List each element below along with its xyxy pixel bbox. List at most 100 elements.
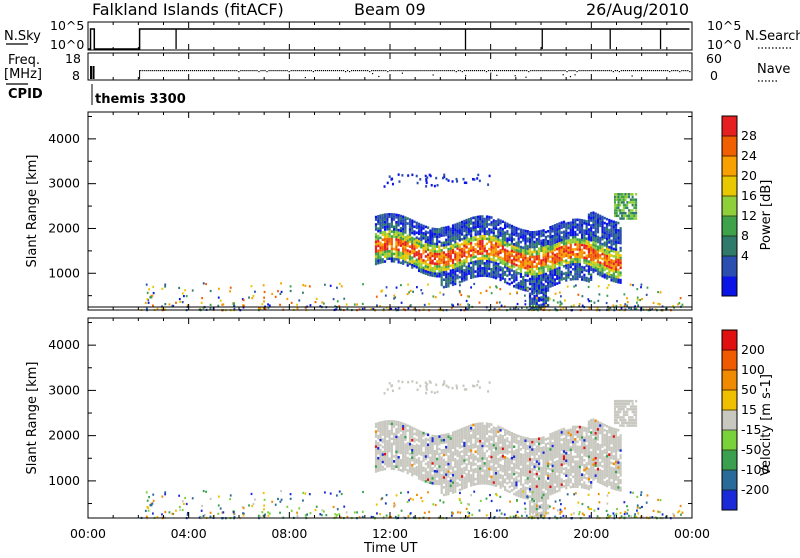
power-cell — [499, 227, 501, 230]
velocity-cell — [495, 482, 497, 485]
freq-point — [184, 70, 185, 71]
velocity-cell — [438, 453, 440, 456]
power-cell — [540, 267, 542, 270]
velocity-cell — [538, 470, 540, 473]
power-cell — [395, 233, 397, 236]
power-cell — [404, 236, 406, 239]
power-cell — [621, 193, 623, 196]
power-cell — [518, 235, 520, 238]
velocity-cell — [404, 463, 406, 466]
velocity-cell — [400, 422, 402, 425]
power-cell — [527, 237, 529, 240]
velocity-cell — [540, 469, 542, 472]
velocity-cell — [543, 466, 545, 469]
velocity-cell — [402, 462, 404, 465]
velocity-cell — [386, 440, 388, 443]
velocity-cell — [536, 495, 538, 498]
power-cell — [576, 233, 578, 236]
power-cell — [280, 282, 282, 284]
velocity-cell — [420, 466, 422, 469]
velocity-cell — [466, 458, 468, 461]
power-cell — [404, 219, 406, 222]
power-cell — [606, 255, 608, 258]
power-cell — [443, 229, 445, 232]
velocity-cell — [561, 453, 563, 456]
velocity-cell — [547, 492, 549, 495]
power-cell — [608, 241, 610, 244]
power-cell — [488, 272, 490, 275]
velocity-cell — [432, 462, 434, 465]
velocity-cell — [384, 468, 386, 471]
velocity-cell — [441, 439, 443, 442]
velocity-cell — [393, 440, 395, 443]
power-cell — [336, 287, 338, 289]
power-cell — [509, 268, 511, 271]
velocity-cell — [377, 425, 379, 428]
power-cell — [499, 249, 501, 252]
velocity-cell — [524, 437, 526, 440]
power-cell — [608, 266, 610, 269]
velocity-cell — [533, 473, 535, 476]
velocity-cell — [540, 472, 542, 475]
power-cell — [490, 270, 492, 273]
power-cell — [443, 286, 445, 289]
power-cell — [549, 233, 551, 236]
freq-point — [186, 70, 187, 71]
velocity-cell — [520, 483, 522, 486]
velocity-cell — [384, 463, 386, 466]
power-cell — [616, 193, 618, 196]
freq-point — [299, 70, 300, 71]
power-cell — [481, 218, 483, 221]
power-cell — [395, 214, 397, 217]
power-cell — [604, 269, 606, 272]
power-cell — [445, 241, 447, 244]
power-cell — [490, 251, 492, 254]
velocity-cell — [459, 444, 461, 447]
velocity-cell — [468, 428, 470, 431]
power-cell — [490, 221, 492, 224]
velocity-cell — [479, 467, 481, 470]
freq-point — [593, 70, 594, 71]
power-cell — [400, 257, 402, 260]
velocity-cell — [441, 479, 443, 482]
velocity-cell — [504, 463, 506, 466]
velocity-cell — [422, 434, 424, 437]
velocity-cell — [447, 485, 449, 488]
velocity-cell — [388, 447, 390, 450]
velocity-cell — [543, 461, 545, 464]
velocity-cell — [456, 460, 458, 463]
velocity-cell — [502, 442, 504, 445]
power-cell — [486, 233, 488, 236]
power-cell — [592, 271, 594, 274]
power-cell — [513, 265, 515, 268]
power-cell — [281, 291, 283, 293]
velocity-cell — [529, 466, 531, 469]
power-cell — [554, 249, 556, 252]
power-cell — [466, 224, 468, 227]
velocity-cell — [563, 433, 565, 436]
freq-point — [679, 71, 680, 72]
power-cell — [610, 262, 612, 265]
power-cell — [450, 260, 452, 263]
velocity-cell — [513, 433, 515, 436]
velocity-cell — [511, 474, 513, 477]
power-cell — [533, 256, 535, 259]
velocity-cell — [391, 462, 393, 465]
velocity-cell — [384, 423, 386, 426]
velocity-cell — [454, 446, 456, 449]
velocity-cell — [490, 446, 492, 449]
power-cell — [595, 212, 597, 215]
velocity-cell — [445, 476, 447, 479]
power-cell — [533, 273, 535, 276]
power-cell — [525, 300, 527, 302]
freq-point — [393, 70, 394, 71]
velocity-cell — [529, 470, 531, 473]
power-cell — [543, 269, 545, 272]
velocity-cell — [540, 452, 542, 455]
velocity-cell — [572, 438, 574, 441]
velocity-cell — [486, 457, 488, 460]
velocity-cell — [477, 425, 479, 428]
velocity-cell — [427, 453, 429, 456]
velocity-cell — [499, 446, 501, 449]
